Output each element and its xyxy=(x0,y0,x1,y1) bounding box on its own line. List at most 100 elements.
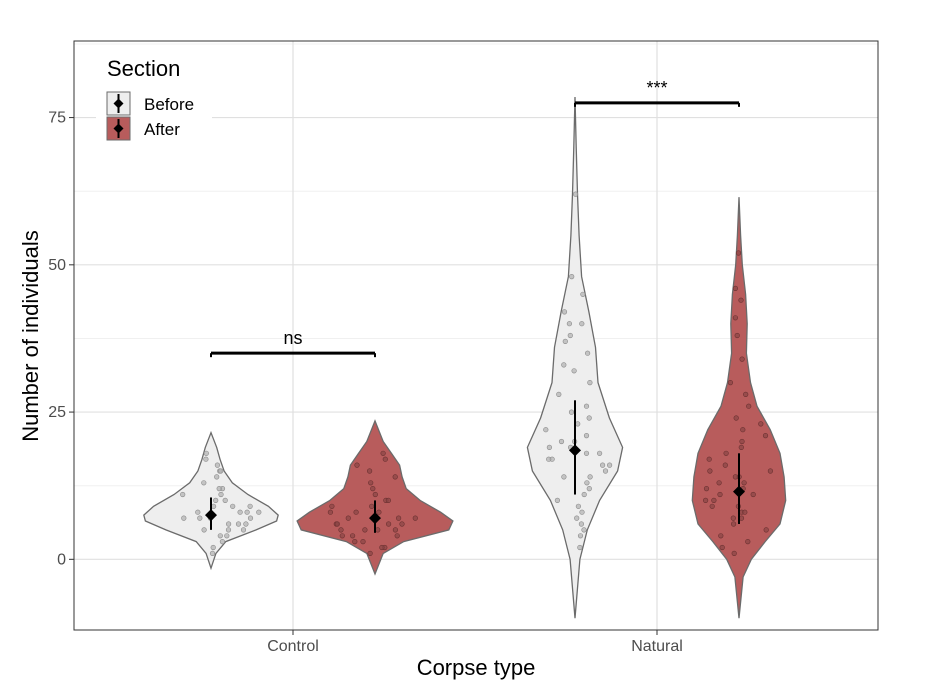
data-point xyxy=(230,503,236,509)
legend: Section Before After xyxy=(96,50,212,146)
data-point xyxy=(217,533,223,539)
data-point xyxy=(256,509,262,515)
data-point xyxy=(738,444,744,451)
data-point xyxy=(583,450,590,456)
legend-label-after: After xyxy=(144,120,180,139)
x-axis-title: Corpse type xyxy=(417,655,536,680)
mean-diamond xyxy=(569,444,581,457)
data-point xyxy=(224,533,230,539)
data-point xyxy=(722,462,728,468)
data-point xyxy=(750,491,756,498)
data-point xyxy=(578,521,585,527)
data-point xyxy=(352,538,358,545)
data-point xyxy=(392,527,399,533)
data-point xyxy=(382,456,388,462)
data-point xyxy=(554,497,561,504)
data-point xyxy=(745,538,751,545)
violins xyxy=(143,96,787,619)
data-point xyxy=(195,509,201,515)
data-point xyxy=(581,527,587,533)
data-point xyxy=(602,468,609,474)
data-point xyxy=(203,456,209,462)
data-point xyxy=(362,527,368,533)
data-point xyxy=(716,480,722,486)
data-point xyxy=(546,456,552,462)
data-point xyxy=(702,497,709,504)
data-point xyxy=(758,421,764,427)
data-point xyxy=(735,250,742,256)
y-tick-label: 25 xyxy=(48,404,66,421)
y-tick-label: 50 xyxy=(48,257,66,274)
data-point xyxy=(386,521,392,527)
data-point xyxy=(586,415,592,421)
data-point xyxy=(558,438,565,445)
data-point xyxy=(354,462,360,468)
violin-after-natural xyxy=(691,197,787,619)
data-point xyxy=(730,515,736,521)
data-point xyxy=(372,491,378,498)
data-point xyxy=(218,491,224,498)
data-point xyxy=(732,474,739,480)
data-point xyxy=(732,315,739,321)
data-point xyxy=(197,515,203,521)
data-point xyxy=(546,444,553,451)
axes: 0 25 50 75 Control Natural xyxy=(48,110,683,655)
data-point xyxy=(718,533,724,539)
data-point xyxy=(738,297,744,303)
data-point xyxy=(583,433,590,439)
data-point xyxy=(180,491,186,498)
data-point xyxy=(399,521,405,527)
data-point xyxy=(579,509,585,515)
violin-after-control xyxy=(296,419,454,576)
data-point xyxy=(222,497,228,504)
data-point xyxy=(376,509,382,515)
data-point xyxy=(247,515,254,521)
data-point xyxy=(209,550,216,557)
data-point xyxy=(543,427,549,433)
data-point xyxy=(338,527,344,533)
data-point xyxy=(375,527,381,533)
data-point xyxy=(575,503,582,509)
data-point xyxy=(568,409,575,415)
data-point xyxy=(731,550,737,557)
data-point xyxy=(574,515,580,521)
data-point xyxy=(741,480,747,486)
data-point xyxy=(567,332,573,339)
data-point xyxy=(577,544,583,551)
data-point xyxy=(561,362,567,368)
data-point xyxy=(746,403,752,409)
significance-label: ns xyxy=(283,328,302,348)
significance-label: *** xyxy=(646,78,667,98)
data-point xyxy=(709,503,715,509)
data-point xyxy=(247,503,253,509)
data-point xyxy=(732,285,739,292)
data-point xyxy=(339,533,345,539)
data-point xyxy=(243,521,249,527)
data-point xyxy=(370,486,376,492)
data-point xyxy=(240,527,247,533)
data-point xyxy=(599,462,606,468)
legend-label-before: Before xyxy=(144,95,194,114)
data-point xyxy=(345,515,351,521)
data-point xyxy=(214,474,220,480)
data-point xyxy=(579,321,585,327)
data-point xyxy=(606,462,613,468)
data-point xyxy=(717,491,723,498)
data-point xyxy=(587,474,593,480)
data-point xyxy=(767,468,774,474)
data-point xyxy=(561,474,567,480)
data-point xyxy=(379,544,385,551)
data-point xyxy=(575,421,581,427)
data-point xyxy=(203,450,209,456)
data-point xyxy=(219,538,225,545)
mean-diamond xyxy=(205,509,217,522)
data-point xyxy=(596,450,603,456)
y-tick-label: 75 xyxy=(48,110,66,127)
data-point xyxy=(727,380,734,386)
data-point xyxy=(577,533,584,539)
data-point xyxy=(237,509,243,515)
data-point xyxy=(739,356,745,362)
data-point xyxy=(327,509,334,515)
data-point xyxy=(210,544,216,551)
